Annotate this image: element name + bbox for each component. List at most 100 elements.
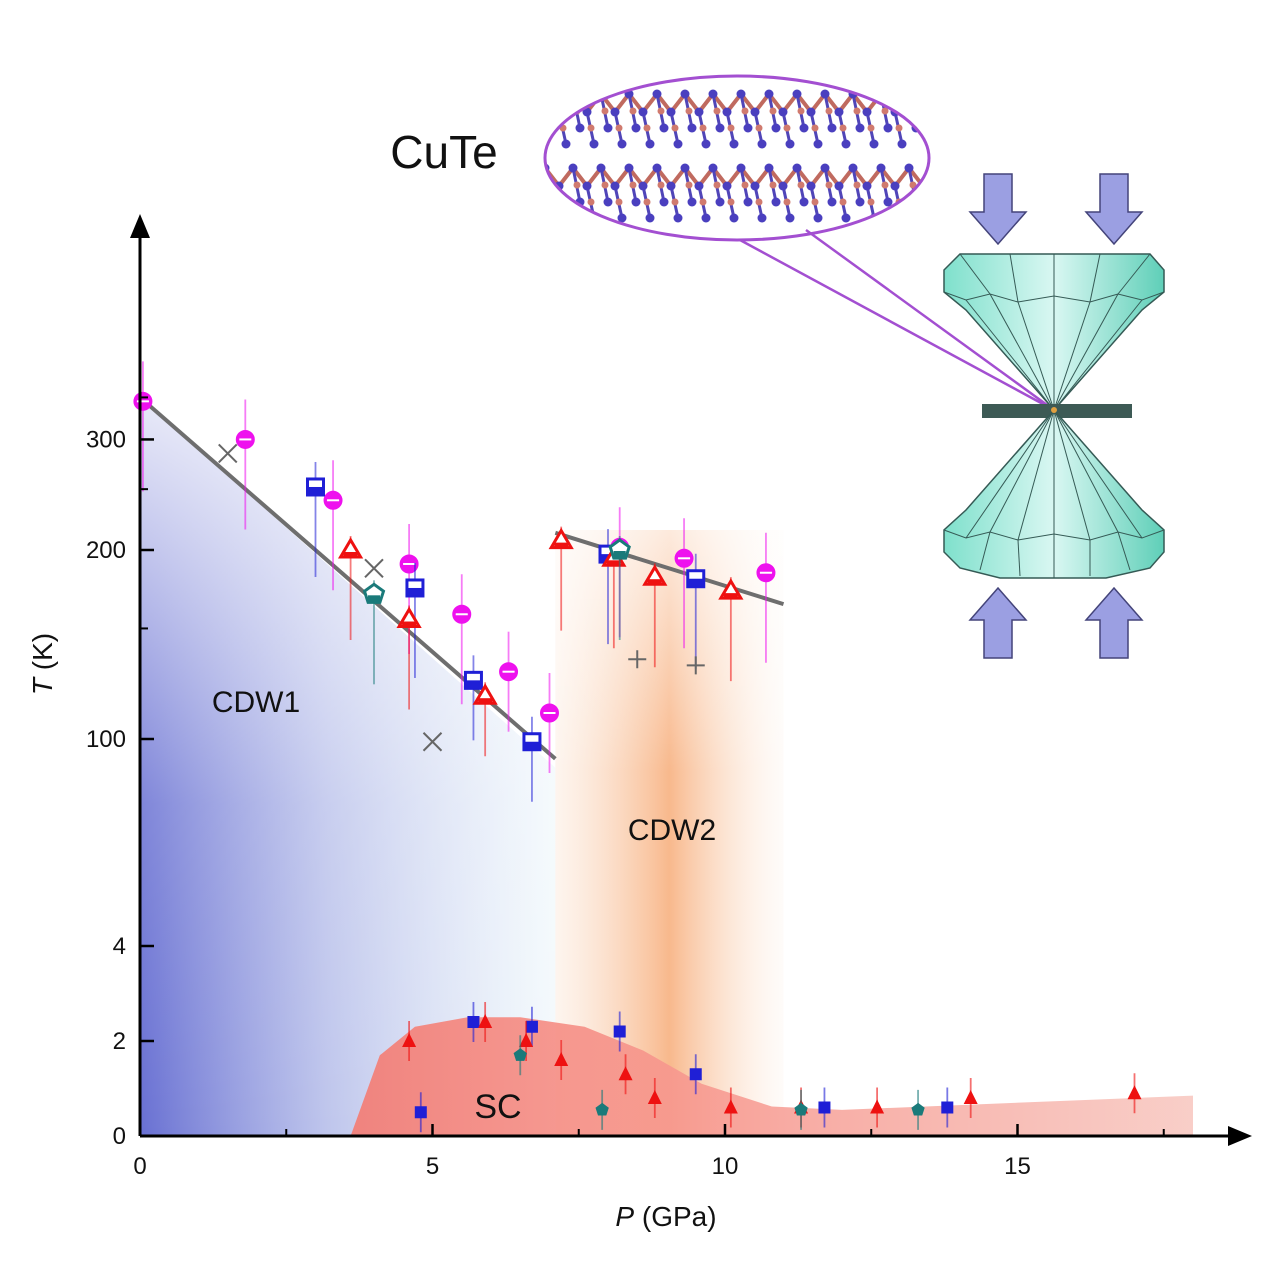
crystal-atom [764,89,774,99]
crystal-atom [568,89,578,99]
marker-fill [453,614,470,623]
crystal-atom [904,163,914,173]
crystal-atom [624,163,634,173]
crystal-atom [666,107,676,117]
data-point-square-half [405,562,425,678]
crystal-atom [876,89,886,99]
crystal-atom [778,181,788,191]
crystal-atom [659,197,669,207]
cdw1-region-highlight [140,397,556,1136]
data-point-square-filled [941,1087,954,1128]
crystal-atom [673,213,683,223]
crystal-atom [652,163,662,173]
marker-fill [647,579,662,585]
crystal-atom [785,213,795,223]
crystal-atom [582,181,592,191]
crystal-atom [890,181,900,191]
crystal-atom [923,124,929,132]
crystal-atom [841,139,851,149]
crystal-atom [652,89,662,99]
sc-label: SC [474,1088,521,1126]
crystal-atom [909,181,917,189]
crystal-atom [699,124,707,132]
marker-shape [519,1033,534,1047]
crystal-atom [783,124,791,132]
crystal-atom [701,139,711,149]
crystal-atom [727,198,735,206]
crystal-atom [685,181,693,189]
crystal-atom [715,123,725,133]
marker-fill [453,606,470,615]
data-point-circle-half [674,518,694,649]
crystal-atom [561,213,571,223]
data-markers [133,361,1142,1133]
crystal-atom [671,124,679,132]
marker-shape [218,443,238,464]
marker-shape [647,1090,662,1104]
marker-fill [687,578,704,587]
crystal-atom [825,181,833,189]
crystal-atom [741,107,749,115]
y-axis-title-symbol: T [27,676,58,695]
crystal-atom [834,181,844,191]
crystal-atom [750,107,760,117]
crystal-atom [617,139,627,149]
data-point-square-half [463,655,483,741]
crystal-structure-icon [543,74,1055,412]
marker-shape [422,732,443,752]
x-axis-title-unit: (GPa) [634,1201,716,1232]
x-tick-label: 5 [426,1153,439,1180]
marker-fill [613,551,626,557]
data-point-circle-half [540,673,559,774]
marker-fill [325,500,342,509]
crystal-atom [610,107,620,117]
crystal-atom [743,123,753,133]
crystal-atom [666,181,676,191]
y-tick-label: 0 [113,1123,126,1150]
crystal-atom [820,163,830,173]
crystal-atom [806,181,816,191]
crystal-bond [893,92,911,114]
marker-fill [478,698,493,704]
crystal-atom [811,198,819,206]
marker-shape [618,1066,633,1081]
crystal-atom [778,107,788,117]
marker-fill [237,439,254,448]
crystal-atom [769,107,777,115]
crystal-atom [713,107,721,115]
x-axis-arrow-icon [1228,1126,1252,1146]
crystal-atom [643,124,651,132]
crystal-atom [834,107,844,117]
crystal-atom [701,213,711,223]
crystal-atom [755,198,763,206]
data-point-circle-half [756,532,776,663]
x-axis-title-symbol: P [615,1201,634,1232]
x-tick-label: 0 [133,1153,146,1180]
data-point-square-filled [414,1092,427,1133]
crystal-atom [645,139,655,149]
phase-regions [140,397,1194,1136]
crystal-atom [783,198,791,206]
crystal-atom [883,197,893,207]
marker-fill [325,492,342,501]
crystal-atom [769,181,777,189]
crystal-atom [687,123,697,133]
crystal-atom [883,123,893,133]
crystal-atom [713,181,721,189]
cdw1-label: CDW1 [212,686,300,719]
marker-shape [478,1014,493,1028]
data-point-square-filled [525,1006,538,1047]
data-point-circle-half [499,631,519,732]
crystal-atom [923,198,929,206]
crystal-atom [610,181,620,191]
marker-fill [401,563,418,572]
crystal-atom [897,213,907,223]
marker-shape [1127,1085,1142,1100]
y-axis-arrow-icon [130,214,150,238]
crystal-bond [921,185,929,219]
crystal-atom [589,139,599,149]
crystal-atom [867,124,875,132]
crystal-atom [811,124,819,132]
data-point-triangle-filled [554,1040,569,1080]
